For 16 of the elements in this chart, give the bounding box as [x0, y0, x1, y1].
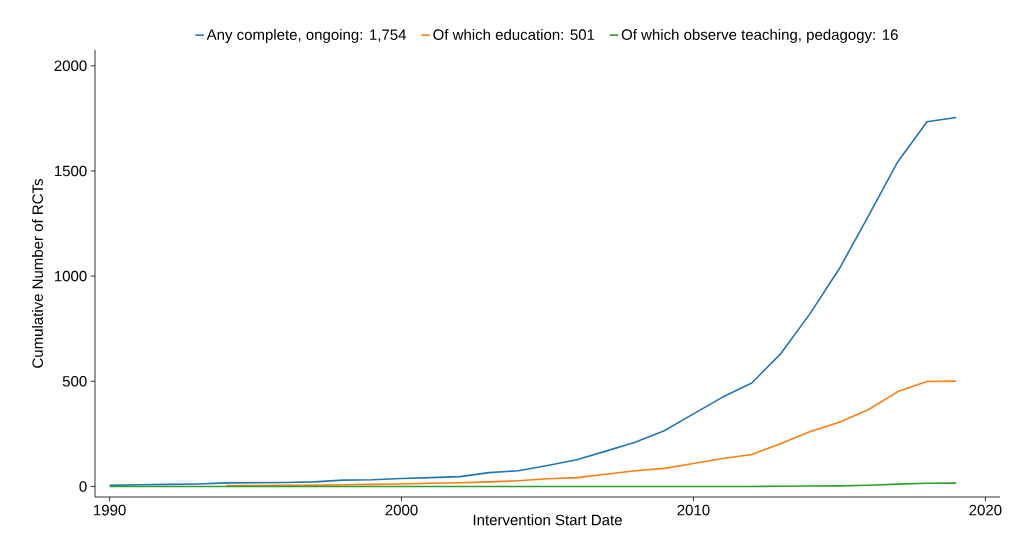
legend-label: Of which education: 501	[433, 28, 595, 40]
y-tick-label: 500	[62, 375, 87, 387]
line-series	[108, 116, 957, 487]
x-tick-label: 2020	[969, 504, 1002, 516]
x-tick-label: 1990	[94, 504, 126, 516]
x-axis-title: Intervention Start Date	[473, 514, 622, 526]
y-axis-title: Cumulative Number of RCTs	[31, 179, 43, 368]
line-series	[225, 380, 957, 487]
y-tick-label: 1000	[54, 270, 87, 282]
legend-label: Any complete, ongoing: 1,754	[206, 28, 407, 43]
y-tick-label: 0	[79, 481, 87, 492]
legend-label: Of which observe teaching, pedagogy: 16	[621, 28, 898, 43]
x-tick-label: 2010	[677, 504, 710, 516]
x-tick-label: 2000	[385, 504, 418, 516]
y-tick-label: 2000	[54, 60, 87, 72]
y-tick-label: 1500	[54, 165, 87, 177]
